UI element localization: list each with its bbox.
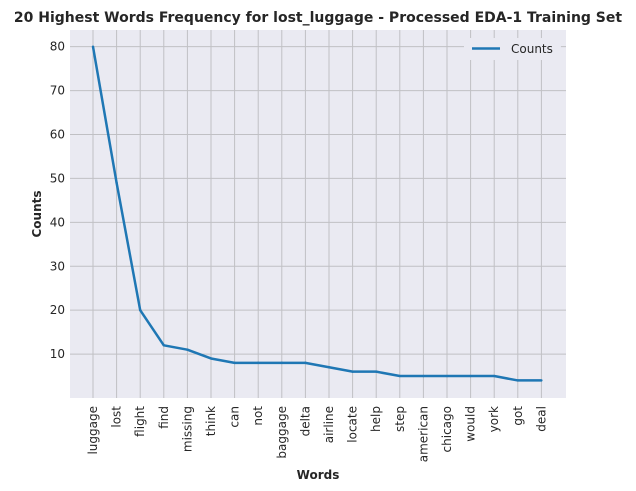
series-layer: [91, 45, 543, 382]
data-point: [280, 361, 283, 365]
x-axis-ticks: luggage lost flight find missing think can not b…: [86, 406, 548, 463]
x-tick-label: can: [228, 406, 242, 428]
y-tick-label: 70: [50, 84, 65, 98]
data-point: [398, 374, 401, 378]
x-tick-label: step: [393, 406, 407, 432]
chart-title: 20 Highest Words Frequency for lost_lugg…: [14, 10, 622, 26]
x-tick-label: would: [464, 406, 478, 442]
legend-label: Counts: [511, 42, 553, 56]
x-tick-label: lost: [110, 406, 124, 428]
x-tick-label: american: [416, 406, 430, 462]
data-point: [422, 374, 425, 378]
data-point: [186, 348, 189, 351]
x-tick-label: deal: [534, 406, 548, 432]
data-point: [233, 361, 236, 365]
x-tick-label: flight: [133, 406, 147, 437]
x-tick-label: missing: [180, 406, 194, 452]
data-point: [445, 374, 449, 378]
x-tick-label: baggage: [275, 406, 289, 459]
x-tick-label: locate: [346, 406, 360, 443]
x-tick-label: york: [487, 406, 501, 432]
x-tick-label: find: [157, 406, 171, 429]
data-point: [162, 344, 165, 347]
x-tick-label: not: [251, 406, 265, 426]
data-point: [540, 379, 543, 382]
data-point: [516, 379, 519, 382]
data-point: [375, 370, 378, 373]
y-tick-label: 40: [50, 215, 65, 229]
y-tick-label: 30: [50, 259, 65, 273]
data-point: [304, 361, 307, 365]
data-point: [209, 357, 213, 360]
y-tick-label: 20: [50, 303, 65, 317]
x-tick-label: luggage: [86, 406, 100, 455]
legend: Counts: [464, 38, 561, 60]
data-point: [327, 366, 331, 369]
y-axis-ticks: 10 20 30 40 50 60 70 80: [50, 40, 65, 361]
x-tick-label: got: [511, 406, 525, 426]
x-axis-label: Words: [297, 468, 340, 482]
x-tick-label: chicago: [440, 406, 454, 452]
y-axis-label: Counts: [30, 190, 44, 237]
y-tick-label: 50: [50, 171, 65, 185]
grid: [70, 30, 566, 398]
data-point: [91, 45, 95, 48]
data-point: [493, 374, 496, 378]
data-point: [139, 308, 142, 312]
y-tick-label: 80: [50, 40, 65, 54]
data-point: [257, 361, 260, 365]
data-point: [115, 181, 118, 185]
data-point: [469, 374, 472, 378]
y-tick-label: 10: [50, 347, 65, 361]
series-line: [91, 46, 542, 382]
x-tick-label: think: [204, 406, 218, 436]
x-tick-label: airline: [322, 406, 336, 443]
y-tick-label: 60: [50, 128, 65, 142]
legend-box: [464, 38, 561, 60]
plot-area: [70, 30, 566, 398]
x-tick-label: delta: [298, 406, 312, 436]
data-point: [351, 370, 354, 373]
x-tick-label: help: [369, 406, 383, 432]
